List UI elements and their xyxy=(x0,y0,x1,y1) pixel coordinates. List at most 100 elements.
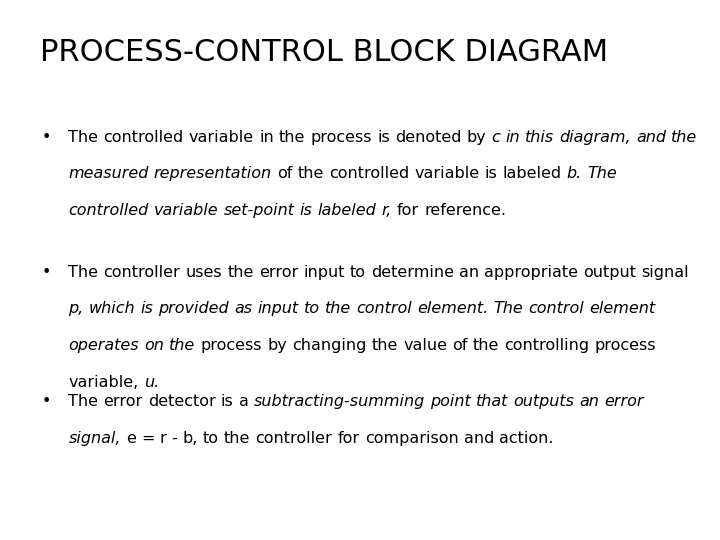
Text: error: error xyxy=(258,265,298,280)
Text: c: c xyxy=(492,130,500,145)
Text: variable: variable xyxy=(415,166,480,181)
Text: control: control xyxy=(356,301,412,316)
Text: in: in xyxy=(505,130,520,145)
Text: for: for xyxy=(397,203,419,218)
Text: element.: element. xyxy=(417,301,488,316)
Text: the: the xyxy=(472,338,499,353)
Text: the: the xyxy=(227,265,253,280)
Text: on: on xyxy=(144,338,164,353)
Text: labeled: labeled xyxy=(503,166,562,181)
Text: by: by xyxy=(267,338,287,353)
Text: is: is xyxy=(140,301,153,316)
Text: control: control xyxy=(528,301,584,316)
Text: controlled: controlled xyxy=(68,203,148,218)
Text: u.: u. xyxy=(144,375,159,390)
Text: determine: determine xyxy=(371,265,454,280)
Text: The: The xyxy=(68,130,99,145)
Text: is: is xyxy=(485,166,498,181)
Text: the: the xyxy=(671,130,698,145)
Text: b.: b. xyxy=(567,166,582,181)
Text: provided: provided xyxy=(158,301,229,316)
Text: of: of xyxy=(277,166,292,181)
Text: measured: measured xyxy=(68,166,149,181)
Text: diagram,: diagram, xyxy=(559,130,631,145)
Text: changing: changing xyxy=(292,338,366,353)
Text: appropriate: appropriate xyxy=(484,265,578,280)
Text: representation: representation xyxy=(154,166,272,181)
Text: The: The xyxy=(588,166,617,181)
Text: variable,: variable, xyxy=(68,375,139,390)
Text: and: and xyxy=(636,130,666,145)
Text: the: the xyxy=(372,338,398,353)
Text: the: the xyxy=(169,338,195,353)
Text: •: • xyxy=(42,265,51,280)
Text: signal,: signal, xyxy=(68,431,121,446)
Text: input: input xyxy=(258,301,299,316)
Text: error: error xyxy=(605,394,644,409)
Text: set-point: set-point xyxy=(223,203,294,218)
Text: to: to xyxy=(304,301,320,316)
Text: the: the xyxy=(297,166,324,181)
Text: is: is xyxy=(377,130,390,145)
Text: -: - xyxy=(171,431,177,446)
Text: point: point xyxy=(430,394,471,409)
Text: denoted: denoted xyxy=(395,130,462,145)
Text: input: input xyxy=(303,265,345,280)
Text: the: the xyxy=(325,301,351,316)
Text: process: process xyxy=(310,130,372,145)
Text: of: of xyxy=(452,338,467,353)
Text: value: value xyxy=(403,338,447,353)
Text: this: this xyxy=(525,130,554,145)
Text: the: the xyxy=(279,130,305,145)
Text: The: The xyxy=(493,301,523,316)
Text: controller: controller xyxy=(104,265,180,280)
Text: to: to xyxy=(350,265,366,280)
Text: p,: p, xyxy=(68,301,84,316)
Text: e: e xyxy=(126,431,136,446)
Text: uses: uses xyxy=(186,265,222,280)
Text: and: and xyxy=(464,431,494,446)
Text: controlled: controlled xyxy=(104,130,184,145)
Text: variable: variable xyxy=(154,203,218,218)
Text: =: = xyxy=(141,431,155,446)
Text: operates: operates xyxy=(68,338,139,353)
Text: to: to xyxy=(203,431,219,446)
Text: •: • xyxy=(42,394,51,409)
Text: PROCESS-CONTROL BLOCK DIAGRAM: PROCESS-CONTROL BLOCK DIAGRAM xyxy=(40,38,608,67)
Text: is: is xyxy=(221,394,233,409)
Text: an: an xyxy=(580,394,599,409)
Text: for: for xyxy=(338,431,359,446)
Text: a: a xyxy=(238,394,248,409)
Text: signal: signal xyxy=(642,265,689,280)
Text: outputs: outputs xyxy=(513,394,575,409)
Text: element: element xyxy=(589,301,655,316)
Text: reference.: reference. xyxy=(424,203,506,218)
Text: an: an xyxy=(459,265,479,280)
Text: controlling: controlling xyxy=(504,338,589,353)
Text: controlled: controlled xyxy=(329,166,410,181)
Text: •: • xyxy=(42,130,51,145)
Text: labeled: labeled xyxy=(318,203,377,218)
Text: the: the xyxy=(224,431,251,446)
Text: is: is xyxy=(300,203,312,218)
Text: in: in xyxy=(259,130,274,145)
Text: action.: action. xyxy=(499,431,554,446)
Text: by: by xyxy=(467,130,487,145)
Text: subtracting-summing: subtracting-summing xyxy=(253,394,425,409)
Text: that: that xyxy=(476,394,508,409)
Text: r,: r, xyxy=(382,203,392,218)
Text: output: output xyxy=(583,265,636,280)
Text: controller: controller xyxy=(256,431,332,446)
Text: error: error xyxy=(104,394,143,409)
Text: process: process xyxy=(595,338,656,353)
Text: r: r xyxy=(160,431,166,446)
Text: variable: variable xyxy=(189,130,254,145)
Text: which: which xyxy=(89,301,135,316)
Text: The: The xyxy=(68,265,99,280)
Text: detector: detector xyxy=(148,394,216,409)
Text: as: as xyxy=(234,301,253,316)
Text: comparison: comparison xyxy=(364,431,459,446)
Text: b,: b, xyxy=(182,431,198,446)
Text: The: The xyxy=(68,394,99,409)
Text: process: process xyxy=(201,338,262,353)
